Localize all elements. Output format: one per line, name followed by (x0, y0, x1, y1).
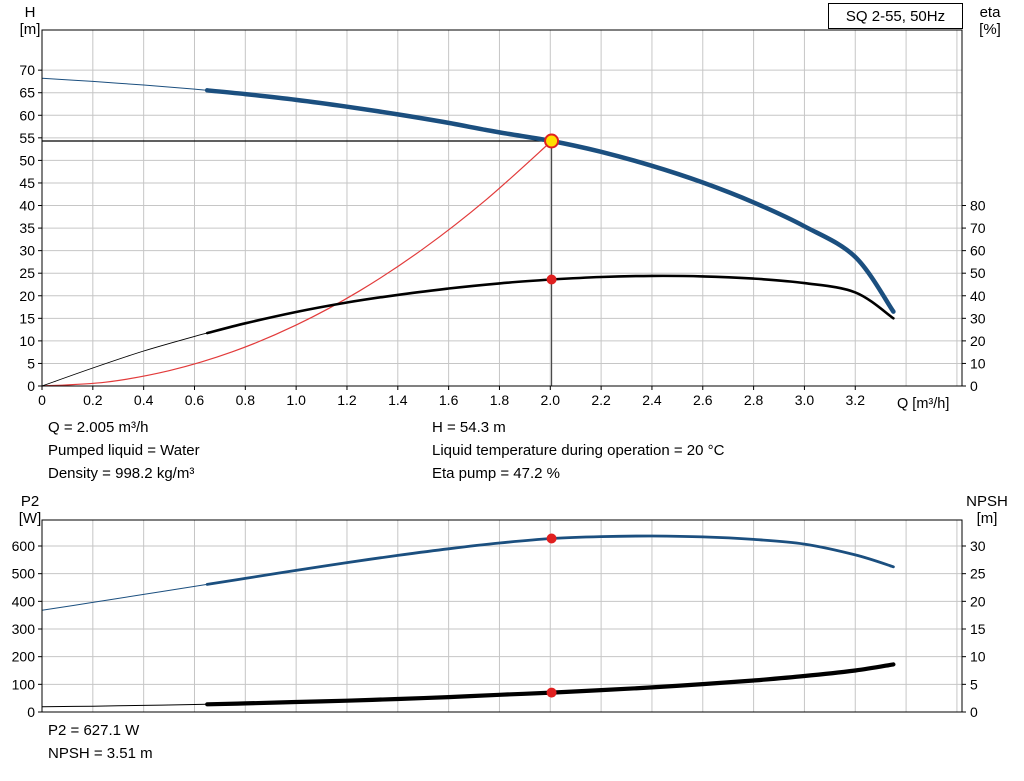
p2-point-marker[interactable] (546, 533, 557, 544)
info-q-value: Q = 2.005 m³/h (48, 419, 149, 436)
right-tick-label: 15 (970, 621, 986, 637)
right-tick-label: 5 (970, 676, 978, 692)
left-tick-label: 70 (19, 62, 35, 78)
right-tick-label: 40 (970, 288, 986, 304)
left-tick-label: 35 (19, 220, 35, 236)
p2-axis-unit-label: [W] (18, 510, 42, 527)
right-tick-label: 50 (970, 265, 986, 281)
eta-axis-unit-label: [%] (979, 21, 1001, 38)
right-tick-label: 0 (970, 378, 978, 394)
bottom-left-axis-header: P2 [W] (10, 493, 50, 527)
bottom-right-axis-header: NPSH [m] (956, 493, 1018, 527)
plot-frame (41, 29, 963, 387)
npsh-point-marker[interactable] (546, 687, 557, 698)
duty-info-column-1: Q = 2.005 m³/h Pumped liquid = Water Den… (48, 416, 200, 485)
info-p2-value: P2 = 627.1 W (48, 722, 140, 739)
info-liquid-temperature: Liquid temperature during operation = 20… (432, 442, 725, 459)
right-tick-label: 60 (970, 243, 986, 259)
pump-title-box: SQ 2-55, 50Hz (828, 3, 963, 29)
x-tick-label: 1.0 (286, 392, 306, 408)
right-tick-label: 10 (970, 355, 986, 371)
left-tick-label: 5 (27, 355, 35, 371)
right-tick-label: 30 (970, 310, 986, 326)
power-npsh-info: P2 = 627.1 W NPSH = 3.51 m (48, 719, 153, 765)
left-tick-label: 60 (19, 107, 35, 123)
x-tick-label: 2.4 (642, 392, 662, 408)
top-right-axis-header: eta [%] (966, 4, 1014, 38)
npsh-axis-quantity-label: NPSH (966, 493, 1008, 510)
chart-plot-area-0[interactable] (42, 30, 962, 386)
left-tick-label: 45 (19, 175, 35, 191)
x-tick-label: 3.0 (795, 392, 815, 408)
left-tick-label: 10 (19, 333, 35, 349)
left-tick-label: 300 (12, 621, 36, 637)
plot-frame (41, 519, 963, 713)
left-tick-label: 65 (19, 85, 35, 101)
x-tick-label: 1.2 (337, 392, 357, 408)
right-tick-label: 10 (970, 649, 986, 665)
h-axis-unit-label: [m] (19, 21, 41, 38)
left-tick-label: 50 (19, 152, 35, 168)
right-tick-label: 30 (970, 538, 986, 554)
left-tick-label: 100 (12, 676, 36, 692)
left-tick-label: 20 (19, 288, 35, 304)
p2-axis-quantity-label: P2 (20, 493, 40, 510)
x-tick-label: 2.0 (541, 392, 561, 408)
system-curve (41, 140, 553, 387)
left-tick-label: 600 (12, 538, 36, 554)
right-tick-label: 20 (970, 593, 986, 609)
left-tick-label: 400 (12, 593, 36, 609)
x-tick-label: 0.6 (185, 392, 205, 408)
h-axis-quantity-label: H (24, 4, 36, 21)
pump-title-text: SQ 2-55, 50Hz (845, 7, 946, 25)
x-tick-label: 0 (38, 392, 46, 408)
info-pumped-liquid: Pumped liquid = Water (48, 442, 200, 459)
left-tick-label: 55 (19, 130, 35, 146)
p2-curve-thin-segment (41, 583, 208, 611)
duty-point-marker[interactable] (544, 133, 560, 149)
info-density: Density = 998.2 kg/m³ (48, 465, 195, 482)
info-npsh-value: NPSH = 3.51 m (48, 745, 153, 762)
left-tick-label: 0 (27, 704, 35, 720)
x-tick-label: 1.6 (439, 392, 459, 408)
right-tick-label: 0 (970, 704, 978, 720)
q-axis-label: Q [m³/h] (897, 396, 950, 412)
x-tick-label: 2.6 (693, 392, 713, 408)
x-tick-label: 1.4 (388, 392, 408, 408)
chart-1: 0 100 200 300 400 500 600 0 5 10 15 20 25 30 (12, 519, 986, 720)
left-tick-label: 15 (19, 310, 35, 326)
npsh-curve-thin-segment (41, 703, 208, 708)
head-curve-thin-segment (41, 77, 208, 91)
x-tick-label: 1.8 (490, 392, 510, 408)
x-tick-label: 2.2 (591, 392, 611, 408)
left-tick-label: 200 (12, 649, 36, 665)
right-tick-label: 20 (970, 333, 986, 349)
right-tick-label: 70 (970, 220, 986, 236)
x-tick-label: 3.2 (846, 392, 866, 408)
left-tick-label: 0 (27, 378, 35, 394)
efficiency-curve-thin-segment (41, 332, 208, 387)
x-tick-label: 0.4 (134, 392, 154, 408)
left-tick-label: 30 (19, 243, 35, 259)
right-tick-label: 25 (970, 566, 986, 582)
chart-plot-area-1[interactable] (42, 520, 962, 712)
left-tick-label: 40 (19, 198, 35, 214)
right-tick-label: 80 (970, 198, 986, 214)
x-tick-label: 0.2 (83, 392, 103, 408)
npsh-axis-unit-label: [m] (976, 510, 998, 527)
eta-axis-quantity-label: eta (979, 4, 1001, 21)
duty-info-column-2: H = 54.3 m Liquid temperature during ope… (432, 416, 724, 485)
info-eta-pump: Eta pump = 47.2 % (432, 465, 560, 482)
left-tick-label: 500 (12, 566, 36, 582)
top-left-axis-header: H [m] (10, 4, 50, 38)
left-tick-label: 25 (19, 265, 35, 281)
eta-point-marker[interactable] (546, 274, 557, 285)
x-tick-label: 0.8 (236, 392, 256, 408)
x-tick-label: 2.8 (744, 392, 764, 408)
info-h-value: H = 54.3 m (432, 419, 506, 436)
chart-0: 0 5 10 15 20 25 30 35 40 45 50 55 60 65 70 0 10 20 30 40 50 6… (19, 29, 986, 408)
